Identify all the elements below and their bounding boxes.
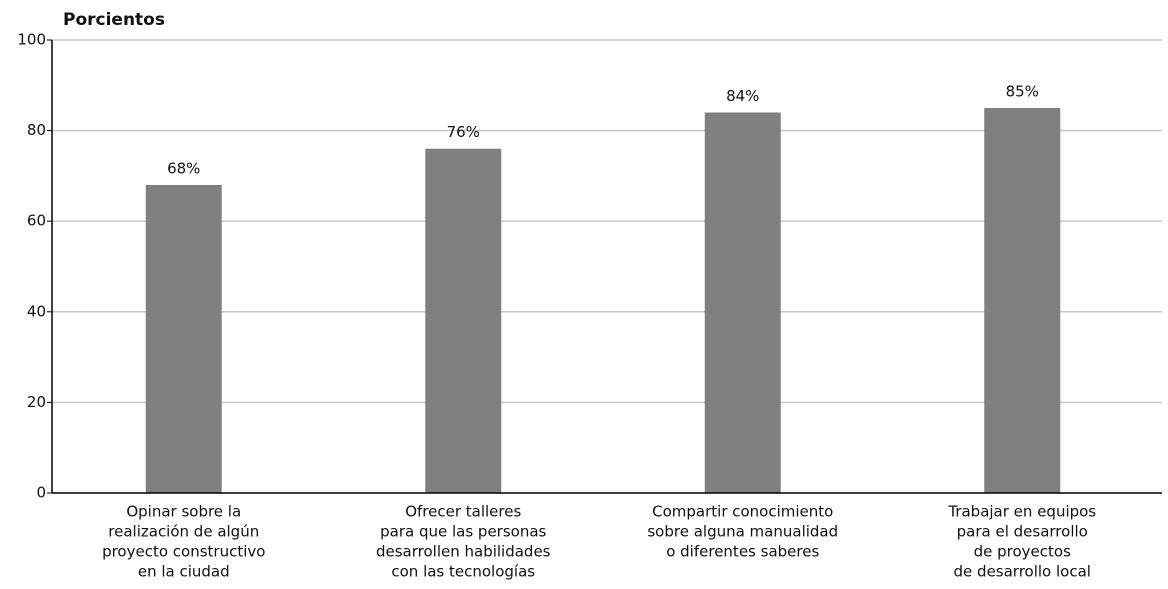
value-label: 85% [1006,82,1039,100]
value-label: 76% [447,123,480,141]
x-tick-label: Ofrecer talleres [405,503,521,521]
x-tick-label: con las tecnologías [391,563,535,581]
y-tick-label: 40 [27,302,46,320]
x-tick-label: desarrollen habilidades [376,543,551,561]
x-tick-label: de desarrollo local [954,563,1091,581]
y-axis-title: Porcientos [63,10,165,30]
x-tick-label: Trabajar en equipos [947,503,1096,521]
bar [425,148,502,493]
y-tick-label: 0 [36,484,46,502]
value-label: 68% [167,159,200,177]
x-tick-label: de proyectos [974,543,1071,561]
x-tick-label: proyecto constructivo [102,543,265,561]
x-tick-label: o diferentes saberes [666,543,819,561]
y-tick-label: 60 [27,212,46,230]
x-tick-label: para que las personas [380,523,546,541]
x-tick-label: en la ciudad [138,563,230,581]
value-label: 84% [726,87,759,105]
bar [984,107,1061,493]
x-tick-label: para el desarrollo [957,523,1088,541]
y-tick-label: 80 [27,121,46,139]
y-tick-label: 20 [27,393,46,411]
x-tick-label: Compartir conocimiento [652,503,833,521]
bar [704,112,781,493]
y-tick-label: 100 [17,31,46,49]
x-tick-label: sobre alguna manualidad [647,523,838,541]
x-tick-label: realización de algún [108,523,259,541]
x-tick-label: Opinar sobre la [126,503,241,521]
bar [145,184,222,493]
